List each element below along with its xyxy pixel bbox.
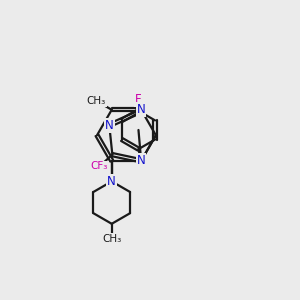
Text: CF₃: CF₃ [91,161,108,172]
Text: N: N [105,119,114,132]
Text: N: N [137,103,146,116]
Text: N: N [137,154,146,167]
Text: CH₃: CH₃ [87,96,106,106]
Text: CH₃: CH₃ [102,234,121,244]
Text: N: N [107,175,116,188]
Text: F: F [135,93,142,106]
